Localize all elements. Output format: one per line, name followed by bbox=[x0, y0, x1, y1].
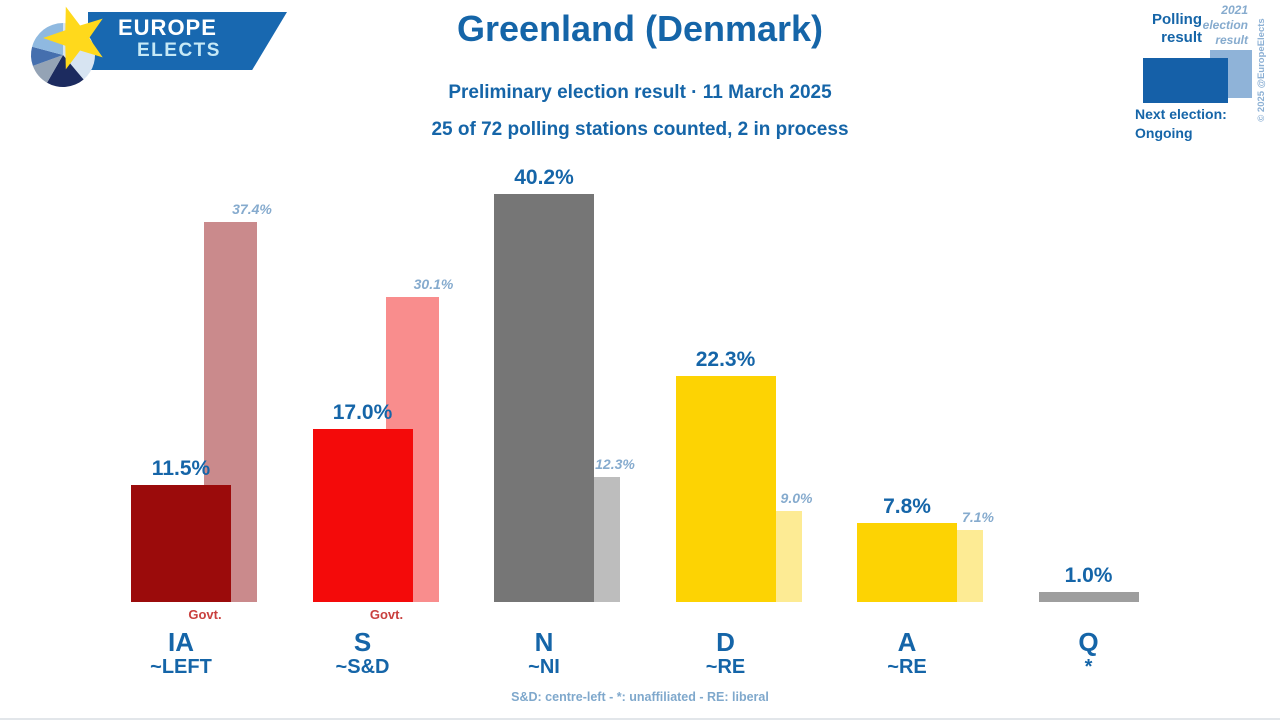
poll-result-bar bbox=[312, 429, 413, 602]
poll-value-label: 17.0% bbox=[332, 401, 393, 425]
legend-polling-label: Polling result bbox=[1152, 11, 1202, 46]
bottom-divider bbox=[0, 718, 1280, 720]
poll-result-bar bbox=[494, 194, 594, 602]
brand-name-line2: ELECTS bbox=[137, 40, 221, 62]
poll-value-label: 40.2% bbox=[514, 166, 574, 190]
party-code-label: S bbox=[353, 627, 372, 657]
prev-value-label: 12.3% bbox=[595, 456, 635, 473]
party-group-label: ~S&D bbox=[335, 656, 390, 678]
polling-progress: 25 of 72 polling stations counted, 2 in … bbox=[431, 119, 849, 140]
party-group-label: ~LEFT bbox=[150, 656, 212, 678]
party-code-label: D bbox=[716, 627, 735, 657]
poll-result-bar bbox=[131, 485, 231, 602]
poll-value-label: 1.0% bbox=[1064, 563, 1113, 587]
party-group-label: ~RE bbox=[887, 656, 927, 678]
prev-value-label: 9.0% bbox=[780, 489, 813, 506]
party-code-label: N bbox=[534, 627, 554, 657]
legend-previous-label: 2021 election result bbox=[1202, 3, 1248, 47]
party-code-label: A bbox=[897, 627, 917, 657]
poll-result-bar bbox=[857, 522, 957, 602]
logo-banner: EUROPE ELECTS bbox=[88, 12, 287, 70]
next-election-note: Next election: Ongoing bbox=[1135, 105, 1227, 143]
prev-value-label: 30.1% bbox=[413, 275, 454, 292]
prev-value-label: 7.1% bbox=[962, 508, 994, 525]
europe-elects-logo: EUROPE ELECTS bbox=[0, 0, 300, 100]
party-group-label: ~NI bbox=[528, 656, 560, 678]
govt-badge: Govt. bbox=[369, 607, 404, 622]
poll-value-label: 7.8% bbox=[883, 494, 931, 518]
legend-polling-swatch bbox=[1143, 58, 1228, 103]
poll-result-bar bbox=[1038, 591, 1139, 602]
next-election-value: Ongoing bbox=[1135, 125, 1193, 141]
subtitle: Preliminary election result · 11 March 2… bbox=[448, 82, 832, 103]
poll-value-label: 22.3% bbox=[695, 347, 756, 371]
party-code-label: IA bbox=[168, 627, 194, 657]
poll-result-bar bbox=[675, 375, 776, 602]
page-title: Greenland (Denmark) bbox=[456, 8, 824, 49]
poll-value-label: 11.5% bbox=[151, 457, 211, 481]
brand-name-line1: EUROPE bbox=[118, 15, 217, 40]
govt-badge: Govt. bbox=[188, 607, 222, 622]
party-group-label: * bbox=[1084, 656, 1093, 678]
prev-value-label: 37.4% bbox=[232, 201, 272, 218]
party-group-label: ~RE bbox=[705, 656, 746, 678]
party-code-label: Q bbox=[1078, 627, 1099, 657]
logo-star-icon bbox=[43, 6, 103, 70]
footnote: S&D: centre-left - *: unaffiliated - RE:… bbox=[511, 690, 769, 704]
next-election-label: Next election: bbox=[1135, 106, 1227, 122]
